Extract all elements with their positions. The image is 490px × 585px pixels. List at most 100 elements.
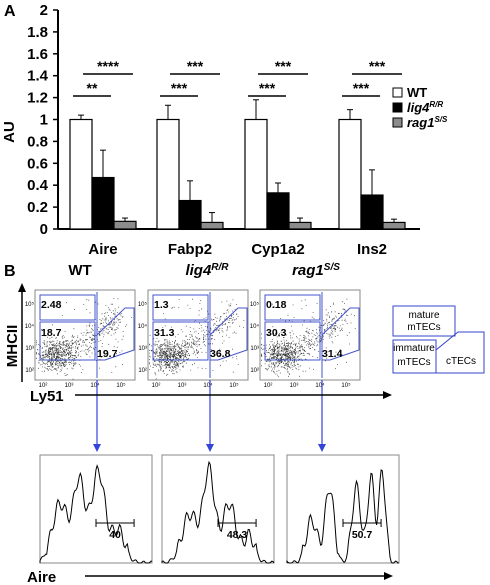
y-tick-label: 2 [40,2,48,19]
x-log-tick: 10⁴ [203,382,213,389]
bar [266,192,290,230]
x-log-tick: 10⁴ [90,382,100,389]
gate-to-histogram-arrow-head [93,444,101,452]
y-tick-label: 1 [40,112,48,129]
bar [113,220,137,230]
mhcii-axis-label: MHCII [4,325,21,368]
histogram-curve [286,469,399,564]
y-log-tick: 10⁵ [25,301,35,308]
mature-mtec-gate [264,294,321,321]
aire-positive-percentage: 40 [109,529,121,541]
immature-label-2: mTECs [397,357,430,368]
panel-b-label: B [4,263,16,280]
facs-plot: 1.3 31.3 36.8 10² 10² 10³ 10³ 10⁴ 10⁴ 10⁵ 10⁵ [138,289,249,452]
facs-plots: 2.48 18.7 19.7 10² 10² 10³ 10³ 10⁴ 10⁴ 10⁵ 10⁵ 1.3 3… [25,289,361,452]
mature-percentage: 1.3 [154,299,169,311]
mature-label-2: mTECs [407,322,440,333]
mature-mtec-gate [39,294,96,321]
ly51-axis-label: Ly51 [30,388,64,405]
bar [288,221,312,230]
y-log-tick: 10⁴ [138,323,148,330]
histogram-curve [39,464,153,564]
significance-label: *** [275,58,292,74]
y-log-tick: 10² [250,368,259,374]
significance-label: *** [369,58,386,74]
gate-legend: mature mTECs immature mTECs cTECs [392,305,485,374]
legend-swatch [392,102,403,113]
aire-positive-percentage: 48.3 [227,529,248,541]
significance-label: *** [353,80,370,96]
significance-label: *** [187,58,204,74]
bar [338,118,362,230]
immature-mtec-gate [152,321,209,361]
gate-to-histogram-arrow-head [318,444,326,452]
aire-histogram: 40 [39,454,153,564]
y-tick-label: 1.8 [27,24,48,41]
facs-frame [259,289,361,381]
aire-histogram: 50.7 [286,454,400,564]
legend-swatch [392,117,403,128]
mature-percentage: 2.48 [41,299,62,311]
ctec-label: cTECs [446,356,476,367]
immature-label-1: immature [393,343,435,354]
facs-plot: 0.18 30.3 31.4 10² 10² 10³ 10³ 10⁴ 10⁴ 10⁵ 10⁵ [250,289,361,452]
ctec-percentage: 36.8 [210,348,231,360]
category-label: Fabp2 [168,241,212,258]
bar-chart: 00.20.40.60.811.21.41.61.82 ************… [27,2,448,258]
x-log-tick: 10² [152,383,161,389]
significance-label: *** [259,80,276,96]
category-label: Ins2 [357,241,387,258]
y-log-tick: 10⁴ [25,323,35,330]
immature-mtec-gate [264,321,321,361]
y-log-tick: 10⁵ [250,301,260,308]
x-log-tick: 10³ [65,383,74,389]
x-log-tick: 10³ [290,383,299,389]
legend-swatch [392,87,403,98]
x-log-tick: 10² [39,383,48,389]
mature-percentage: 0.18 [266,299,287,311]
bar [178,199,202,230]
aire-histograms: 40 48.3 50.7 [39,454,400,564]
facs-title-wt: WT [68,262,91,279]
y-ticks: 0 0.2 0.4 0.6 0.8 1 1.2 1.4 1.6 1.8 2 [27,2,58,238]
facs-frame [147,289,249,381]
significance-label: *** [171,80,188,96]
aire-histogram: 48.3 [161,454,275,564]
legend-label: WT [407,85,427,100]
gate-to-histogram-arrow-head [206,444,214,452]
significance-label: **** [97,58,119,74]
histogram-frame [161,454,275,564]
legend-label: rag1S/S [407,115,448,130]
histogram-curve [161,460,275,564]
x-log-tick: 10⁵ [116,382,126,389]
y-log-tick: 10² [138,368,147,374]
y-tick-label: 0.6 [27,155,48,172]
significance-label: ** [87,80,98,96]
ly51-arrow-head [383,391,392,399]
bar [360,194,384,230]
ctec-percentage: 31.4 [322,348,343,360]
facs-title-rag1: rag1S/S [292,262,340,279]
y-tick-label: 1.6 [27,46,48,63]
facs-title-lig4: lig4R/R [185,262,229,279]
x-log-tick: 10⁵ [341,382,351,389]
y-tick-label: 0.4 [27,177,49,194]
legend-label: lig4R/R [407,100,443,115]
error-bars [78,99,397,223]
bars [69,118,406,230]
panel-a-label: A [4,3,16,20]
mhcii-arrow-head [18,283,26,292]
y-log-tick: 10³ [250,346,259,352]
bar [382,221,406,230]
x-log-tick: 10² [264,383,273,389]
aire-positive-percentage: 50.7 [352,529,373,541]
x-log-tick: 10³ [178,383,187,389]
y-tick-label: 0.2 [27,199,48,216]
ctec-percentage: 19.7 [97,348,118,360]
x-log-tick: 10⁵ [229,382,239,389]
y-log-tick: 10⁴ [250,323,260,330]
immature-percentage: 30.3 [266,327,287,339]
y-log-tick: 10³ [25,346,34,352]
